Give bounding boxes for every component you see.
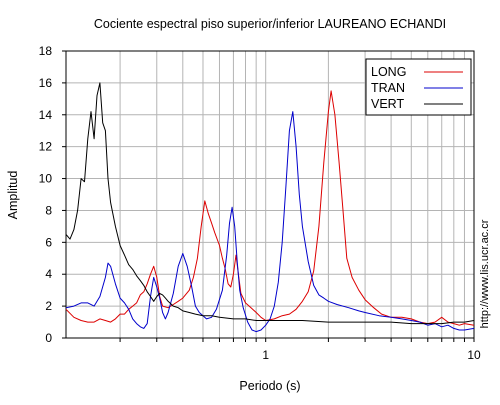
watermark-url: http://www.lis.ucr.ac.cr xyxy=(479,219,491,328)
legend-label-vert: VERT xyxy=(371,97,404,111)
x-tick-label: 10 xyxy=(467,348,481,362)
legend-label-tran: TRAN xyxy=(371,81,405,95)
y-tick-label: 18 xyxy=(39,44,53,58)
chart-title: Cociente espectral piso superior/inferio… xyxy=(94,17,446,31)
legend: LONG TRAN VERT xyxy=(365,58,472,116)
y-tick-label: 0 xyxy=(45,331,52,345)
y-tick-label: 10 xyxy=(39,172,53,186)
series-line-vert xyxy=(65,82,475,325)
y-tick-label: 14 xyxy=(39,108,53,122)
y-tick-label: 12 xyxy=(39,140,53,154)
y-tick-label: 2 xyxy=(45,299,52,313)
y-axis-label: Amplitud xyxy=(6,171,20,220)
y-tick-label: 16 xyxy=(39,76,53,90)
y-tick-label: 8 xyxy=(45,203,52,217)
series-line-long xyxy=(65,90,475,326)
legend-label-long: LONG xyxy=(371,65,406,79)
x-tick-label: 1 xyxy=(262,348,269,362)
y-tick-label: 6 xyxy=(45,235,52,249)
y-tick-label: 4 xyxy=(45,267,52,281)
series-lines xyxy=(65,82,475,333)
x-axis-label: Periodo (s) xyxy=(239,379,300,393)
plot-frame xyxy=(65,50,475,339)
series-line-tran xyxy=(65,111,475,333)
legend-box xyxy=(365,58,472,116)
axis-ticks: 0 2 4 6 8 10 12 14 16 18 1 10 xyxy=(39,44,481,362)
